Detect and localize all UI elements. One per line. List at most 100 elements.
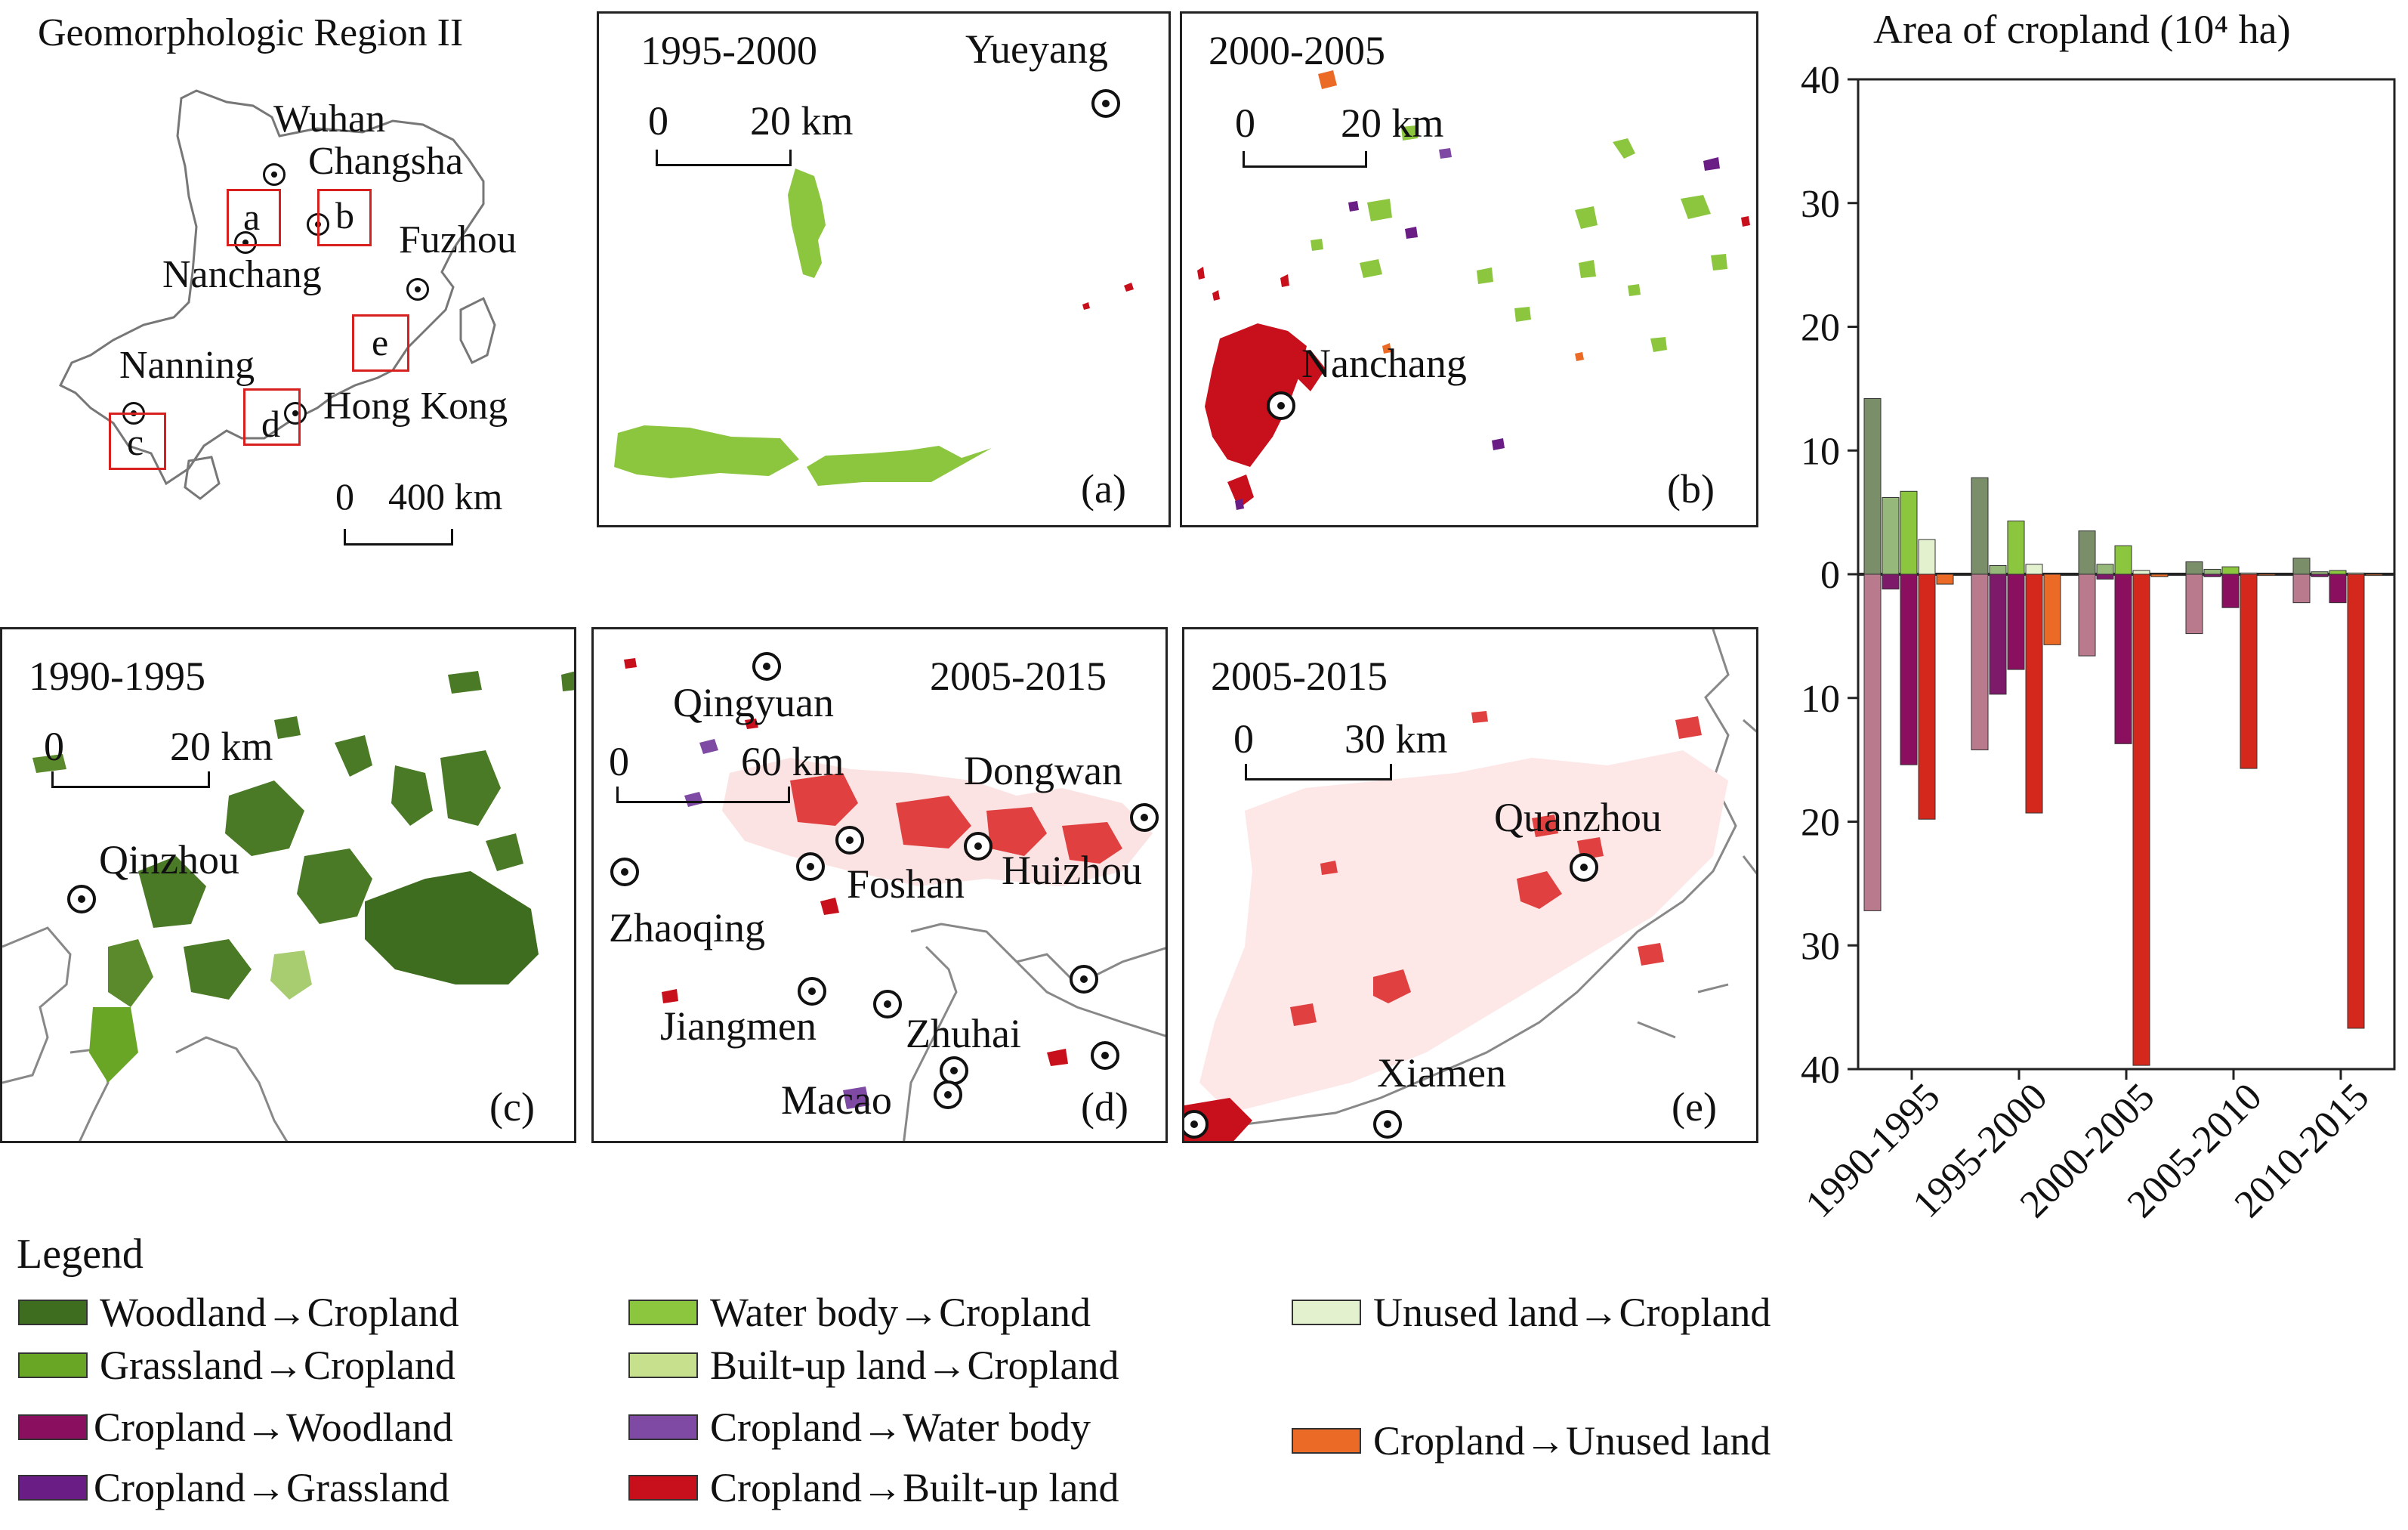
panel-b-tag: (b)	[1667, 466, 1715, 512]
legend-swatch-cropland-to-woodland	[18, 1414, 88, 1440]
panel-d-marker-zhuhai	[873, 990, 902, 1018]
overview-map: Geomorphologic Region II Wuhan Changsha …	[0, 0, 589, 546]
panel-a-scale-label: 20 km	[750, 98, 854, 144]
legend-label-woodland-to-cropland: Woodland→Cropland	[100, 1290, 459, 1335]
panel-d-period: 2005-2015	[930, 654, 1107, 699]
legend-label-unused-to-cropland: Unused land→Cropland	[1373, 1290, 1771, 1335]
chart-plot: 403020100102030401990-19951995-20002000-…	[1798, 59, 2396, 1226]
city-label-fuzhou: Fuzhou	[399, 218, 517, 261]
legend-title: Legend	[17, 1231, 144, 1278]
city-label-hong-kong: Hong Kong	[323, 385, 508, 428]
bar	[2096, 564, 2114, 575]
bar	[2329, 570, 2347, 575]
panel-a-city-yueyang: Yueyang	[965, 26, 1108, 72]
region-box-a-label: a	[243, 196, 261, 238]
panel-c-scale-bar	[51, 771, 210, 788]
y-tick-label: 30	[1801, 183, 1840, 226]
bar	[2150, 573, 2169, 577]
panel-e-city-quanzhou: Quanzhou	[1494, 795, 1662, 840]
panel-d-city-macao: Macao	[781, 1077, 892, 1123]
region-box-a	[227, 189, 281, 246]
bar	[1971, 573, 1989, 751]
panel-d-city-foshan: Foshan	[847, 861, 965, 907]
panel-c-tag: (c)	[489, 1084, 535, 1130]
bar	[2203, 568, 2221, 575]
panel-c-city-qinzhou: Qinzhou	[99, 837, 239, 882]
cropland-area-chart: Area of cropland (10⁴ ha) 40 30 20 10 0 10 20 3…	[1767, 0, 2408, 1300]
bar	[1989, 573, 2007, 695]
bar	[2114, 573, 2132, 744]
panel-d-marker-guangzhou	[796, 852, 825, 881]
bar	[2185, 561, 2203, 575]
legend-label-cropland-to-unused: Cropland→Unused land	[1373, 1418, 1771, 1464]
bar	[2292, 558, 2311, 575]
panel-d-marker-zhaoqing	[610, 858, 639, 886]
legend-swatch-water-to-cropland	[628, 1300, 698, 1325]
bar	[2347, 573, 2365, 1029]
panel-e-scale-label: 30 km	[1344, 716, 1448, 762]
panel-e-scale-bar	[1245, 764, 1392, 780]
panel-d-marker-jiangmen	[798, 977, 826, 1006]
y-tick-label: 10	[1801, 678, 1840, 721]
bar	[2240, 573, 2258, 769]
y-tick-label: 30	[1801, 925, 1840, 968]
map-panel-b: 2000-2005 0 20 km Nanchang (b)	[1180, 11, 1758, 527]
panel-d-marker-hongkong	[1091, 1041, 1119, 1070]
legend-swatch-cropland-to-builtup	[628, 1475, 698, 1501]
panel-a-patches	[614, 168, 1134, 486]
panel-a-scale-zero: 0	[648, 98, 668, 144]
region-box-c-label: c	[127, 421, 144, 463]
legend-swatch-woodland-to-cropland	[18, 1300, 88, 1325]
legend-swatch-cropland-to-water	[628, 1414, 698, 1440]
y-tick-label: 0	[1820, 554, 1840, 597]
panel-d-marker-macao	[934, 1080, 962, 1109]
bar	[2292, 573, 2311, 604]
bar	[2043, 573, 2061, 645]
city-label-wuhan: Wuhan	[273, 97, 386, 141]
panel-c-period: 1990-1995	[29, 654, 205, 699]
panel-b-period: 2000-2005	[1209, 28, 1385, 73]
y-tick-label: 40	[1801, 59, 1840, 102]
legend-label-water-to-cropland: Water body→Cropland	[710, 1290, 1091, 1335]
bar	[2078, 573, 2096, 657]
panel-a-city-marker	[1091, 89, 1120, 118]
panel-c-patches	[2, 671, 574, 1141]
bar	[1989, 565, 2007, 575]
panel-b-patches	[1197, 70, 1750, 510]
panel-e-scale-zero: 0	[1233, 716, 1254, 762]
bar	[1918, 539, 1936, 575]
bar	[2025, 564, 2043, 575]
panel-a-scale-bar	[656, 150, 792, 166]
legend-label-cropland-to-water: Cropland→Water body	[710, 1405, 1091, 1450]
panel-d-scale-label: 60 km	[741, 739, 844, 784]
y-tick-label: 20	[1801, 802, 1840, 845]
legend-swatch-cropland-to-grassland	[18, 1475, 88, 1501]
bar	[1918, 573, 1936, 820]
bar	[1882, 573, 1900, 590]
city-label-changsha: Changsha	[308, 140, 464, 183]
panel-e-period: 2005-2015	[1211, 654, 1388, 699]
y-tick-label: 10	[1801, 430, 1840, 473]
map-panel-e: 2005-2015 0 30 km Quanzhou Xiamen (e)	[1182, 627, 1758, 1143]
panel-e-marker-xiamen	[1373, 1110, 1402, 1139]
city-marker-nanchang	[234, 231, 257, 254]
legend-swatch-cropland-to-unused	[1292, 1428, 1361, 1454]
y-tick-label: 40	[1801, 1049, 1840, 1092]
bar	[2365, 573, 2383, 576]
bar	[1882, 496, 1900, 575]
panel-d-marker-foshan	[835, 826, 864, 855]
panel-d-city-dongwan: Dongwan	[964, 748, 1122, 793]
panel-b-scale-zero: 0	[1235, 100, 1255, 146]
panel-b-scale-label: 20 km	[1341, 100, 1444, 146]
bar	[2096, 573, 2114, 580]
panel-e-marker-zhangzhou	[1184, 1110, 1209, 1139]
panel-d-city-jiangmen: Jiangmen	[660, 1003, 817, 1049]
panel-c-scale-zero: 0	[44, 724, 64, 769]
legend-label-builtup-to-cropland: Built-up land→Cropland	[710, 1343, 1119, 1388]
legend-swatch-builtup-to-cropland	[628, 1352, 698, 1378]
city-label-nanning: Nanning	[119, 344, 255, 387]
bar	[1936, 573, 1954, 585]
city-marker-fuzhou	[406, 278, 429, 301]
panel-d-city-qingyuan: Qingyuan	[673, 680, 834, 725]
region-box-e-label: e	[372, 321, 389, 363]
